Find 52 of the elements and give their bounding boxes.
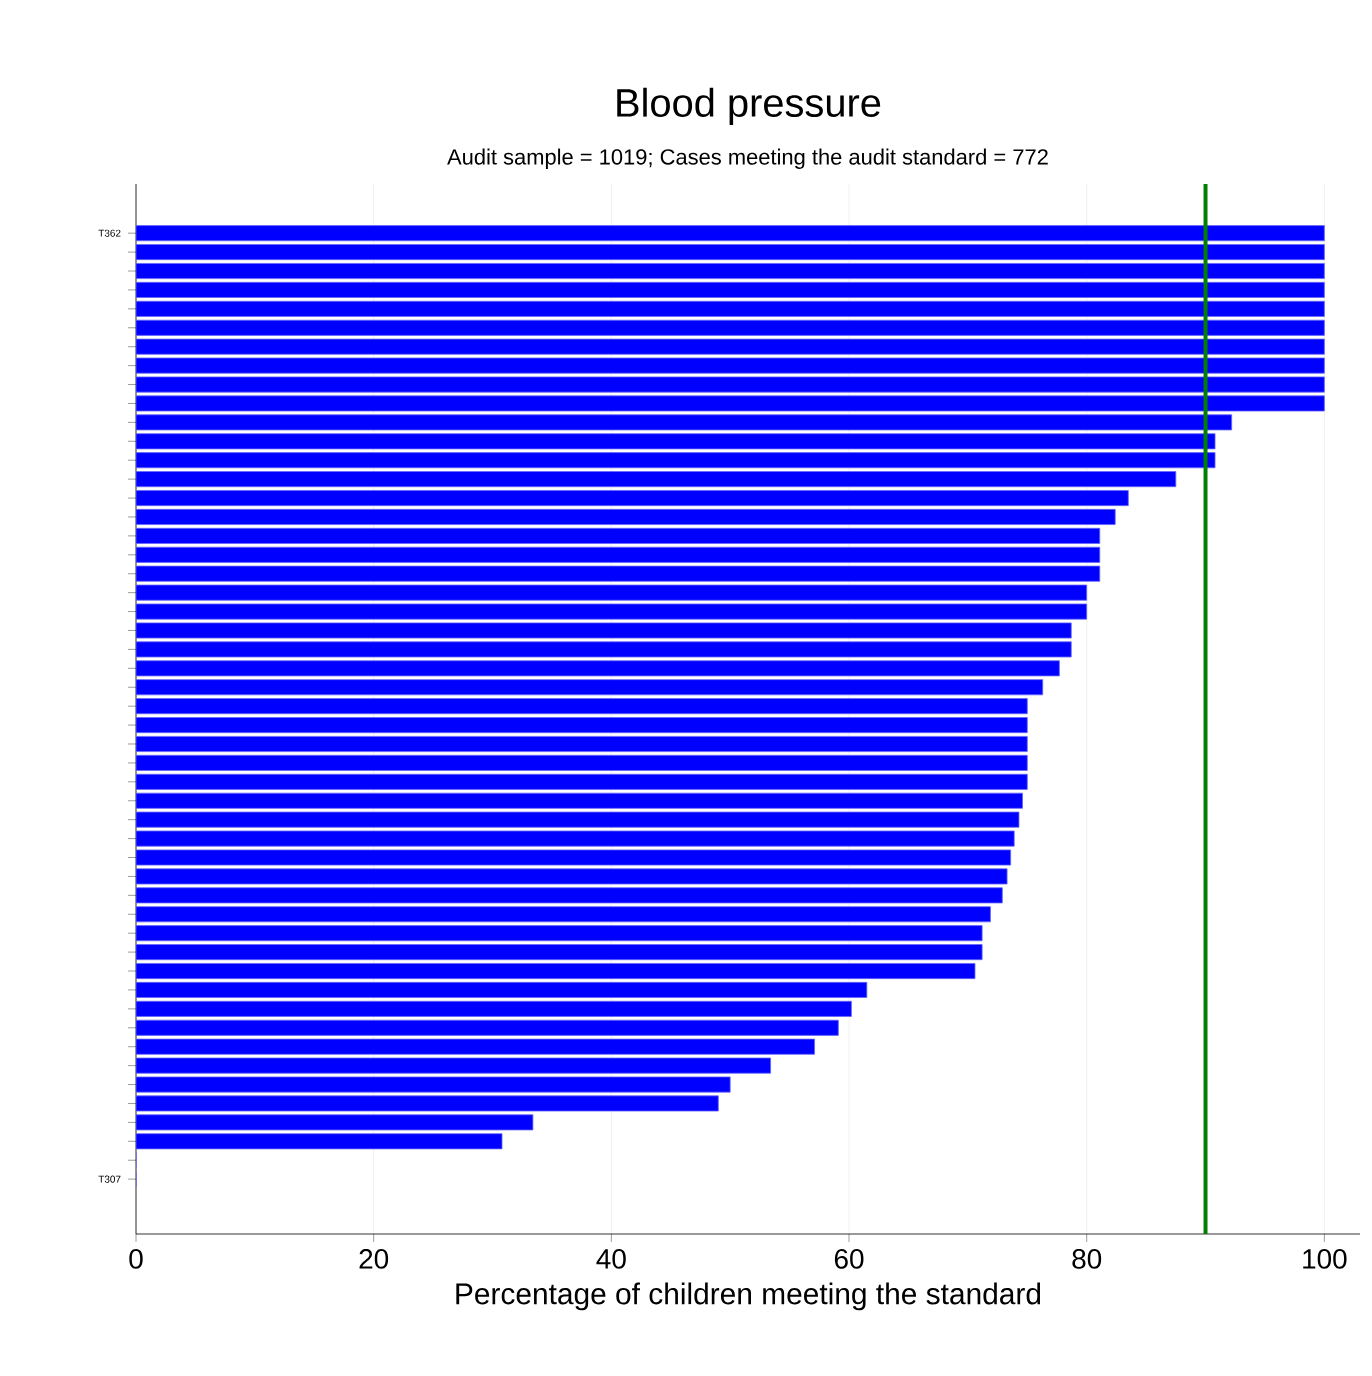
bar — [136, 584, 1088, 601]
bar — [136, 735, 1028, 752]
bar — [136, 490, 1129, 507]
bar — [136, 830, 1015, 847]
x-tick-label: 80 — [1072, 1249, 1102, 1269]
bar — [136, 452, 1216, 469]
bar — [136, 773, 1028, 790]
bar — [136, 546, 1101, 563]
bar — [136, 603, 1088, 620]
bar — [136, 792, 1023, 809]
bar — [136, 811, 1020, 828]
bar — [136, 963, 976, 980]
x-tick-label: 20 — [359, 1249, 389, 1269]
bar — [136, 698, 1028, 715]
bar — [136, 263, 1325, 280]
bar — [136, 944, 983, 961]
bar — [136, 508, 1116, 525]
x-axis-title: Percentage of children meeting the standard — [456, 1282, 1041, 1311]
bar — [136, 1019, 839, 1036]
bar — [136, 357, 1325, 374]
bar — [136, 1057, 771, 1074]
bar — [136, 1133, 503, 1150]
bar — [136, 414, 1233, 431]
bar — [136, 433, 1216, 450]
bar — [136, 925, 983, 942]
bar — [136, 641, 1072, 658]
chart-title: Blood pressure — [617, 87, 881, 125]
bar — [136, 319, 1325, 336]
bar — [136, 565, 1101, 582]
bar — [136, 754, 1028, 771]
bar — [136, 1114, 534, 1131]
bar — [136, 981, 868, 998]
x-tick-label: 0 — [129, 1249, 143, 1269]
bar — [136, 471, 1177, 488]
bar — [136, 1038, 815, 1055]
bar — [136, 887, 1003, 904]
bar — [136, 660, 1060, 677]
bar — [136, 868, 1008, 885]
bar — [136, 527, 1101, 544]
bar — [136, 1000, 852, 1017]
bar — [136, 244, 1325, 261]
bar — [136, 679, 1044, 696]
bar — [136, 338, 1325, 355]
x-tick-label: 100 — [1303, 1249, 1347, 1269]
chart-subtitle: Audit sample = 1019; Cases meeting the audit standard = 772 — [447, 148, 1048, 169]
x-tick-label: 60 — [834, 1249, 864, 1269]
bar — [136, 281, 1325, 298]
bar — [136, 717, 1028, 734]
bar — [136, 906, 991, 923]
bar — [136, 300, 1325, 317]
bar — [136, 225, 1325, 241]
x-tick-label: 40 — [596, 1249, 626, 1269]
